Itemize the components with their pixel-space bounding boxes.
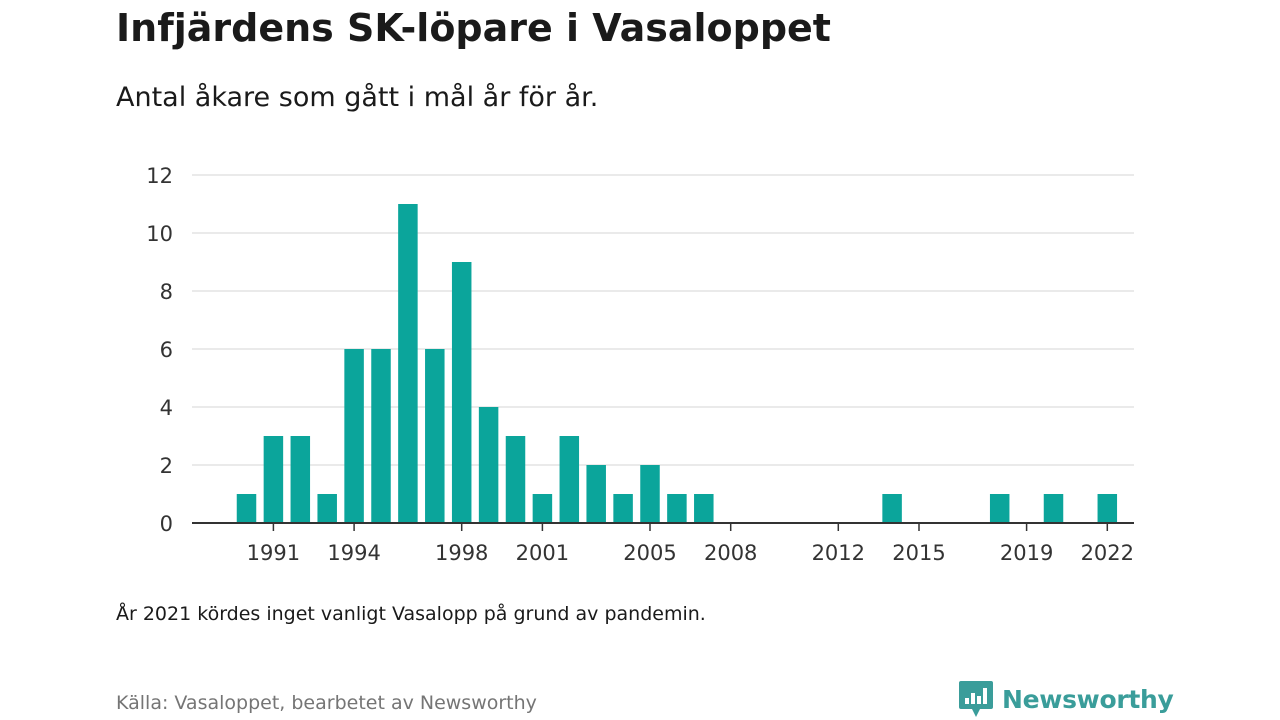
bar-2000 [505,436,526,523]
x-axis-ticks: 1991 1994 1998 2001 2005 2008 2012 2015 2019 2022 [192,522,1134,565]
bar-1994 [344,349,364,523]
bar-2020 [1043,494,1064,523]
bar-chart-speech-bubble-icon [959,681,993,717]
gridlines [192,174,1134,466]
bar-1998 [451,262,472,523]
bar-1997 [425,349,445,523]
bar-2006 [667,494,687,523]
y-tick-label: 0 [160,512,173,536]
bar-1990 [236,494,257,523]
bar-1991 [263,436,284,523]
bar-1999 [478,407,499,523]
x-tick-label: 2019 [1000,541,1053,565]
bar-2007 [694,494,714,523]
x-tick-label: 2015 [892,541,945,565]
bar-2018 [989,494,1010,523]
bar-2003 [586,465,606,523]
bar-2002 [559,436,580,523]
chart-note: År 2021 kördes inget vanligt Vasalopp på… [116,603,706,625]
bar-2014 [882,494,902,523]
bar-chart: 0 2 4 6 8 10 12 1991 1994 1998 2001 2005 2008 2012 20… [146,164,1134,565]
y-tick-label: 12 [146,164,173,188]
x-tick-label: 2008 [704,541,757,565]
x-tick-label: 2012 [812,541,865,565]
y-tick-label: 2 [160,454,173,478]
x-tick-label: 1991 [247,541,300,565]
bar-2022 [1097,494,1118,523]
x-tick-label: 2005 [623,541,676,565]
x-tick-label: 1998 [435,541,488,565]
bar-1996 [398,204,418,523]
bar-1995 [371,349,391,523]
x-tick-label: 2022 [1081,541,1134,565]
y-tick-label: 4 [160,396,173,420]
bar-1993 [317,494,337,523]
x-tick-label: 1994 [327,541,380,565]
y-tick-label: 8 [160,280,173,304]
logo-wordmark: Newsworthy [1002,684,1174,714]
bar-2005 [640,465,660,523]
x-tick-label: 2001 [516,541,569,565]
chart-title: Infjärdens SK-löpare i Vasaloppet [116,6,831,50]
bars [236,204,1118,523]
source-credit: Källa: Vasaloppet, bearbetet av Newswort… [116,692,537,714]
chart-subtitle: Antal åkare som gått i mål år för år. [116,82,599,113]
y-tick-label: 10 [146,222,173,246]
bar-2001 [532,494,553,523]
bar-1992 [290,436,311,523]
y-axis-ticks: 0 2 4 6 8 10 12 [146,164,173,536]
newsworthy-logo[interactable]: Newsworthy [958,679,1174,719]
y-tick-label: 6 [160,338,173,362]
bar-2004 [613,494,633,523]
